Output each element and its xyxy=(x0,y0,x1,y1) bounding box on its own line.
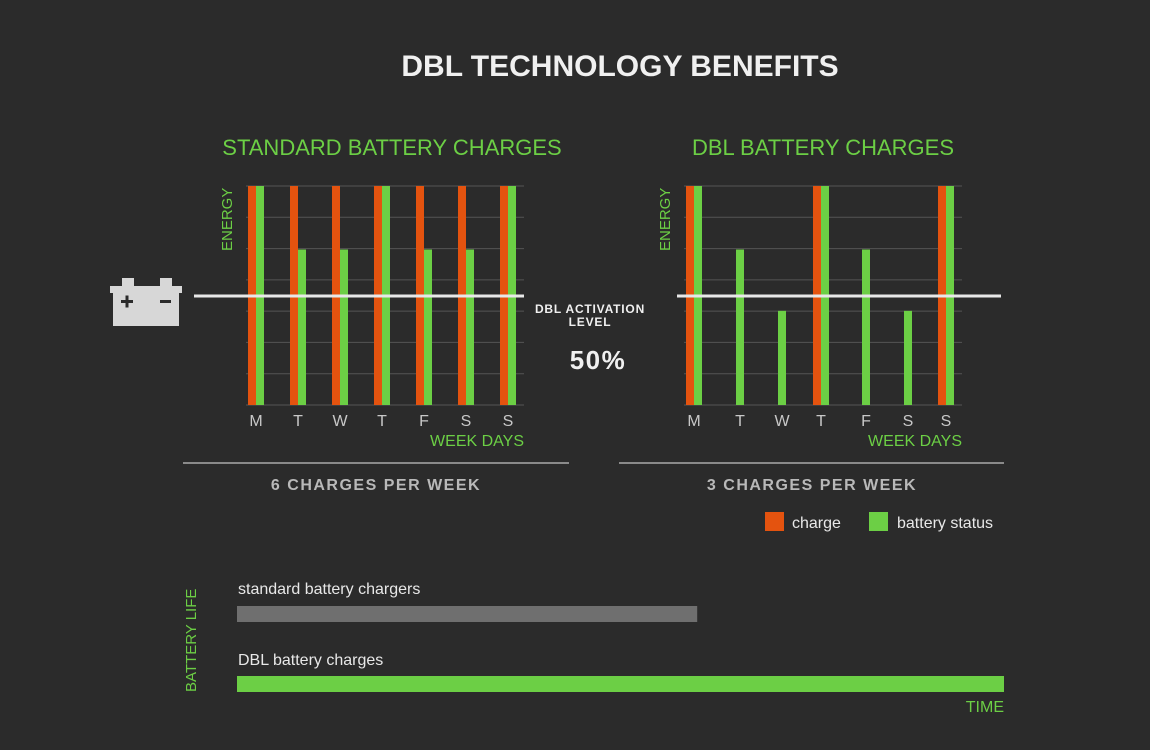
standard-battery-status-bar xyxy=(466,249,474,405)
standard-day-tick-label: F xyxy=(419,413,429,430)
activation-label: DBL ACTIVATION xyxy=(535,302,645,316)
standard-chart-footer: 6 CHARGES PER WEEK xyxy=(271,477,481,494)
dbl-day-tick-label: F xyxy=(861,413,871,430)
dbl-charges-label: DBL battery charges xyxy=(238,652,383,669)
dbl-day-tick-label: S xyxy=(903,413,914,430)
dbl-chart-xlabel: WEEK DAYS xyxy=(868,433,962,450)
dbl-day-tick-label: W xyxy=(774,413,790,430)
dbl-chart-footer: 3 CHARGES PER WEEK xyxy=(707,477,917,494)
page-title: DBL TECHNOLOGY BENEFITS xyxy=(401,50,838,83)
standard-chart-xlabel: WEEK DAYS xyxy=(430,433,524,450)
activation-label-line2: LEVEL xyxy=(569,315,612,329)
dbl-chart-title: DBL BATTERY CHARGES xyxy=(692,135,954,160)
legend: charge battery status xyxy=(765,512,993,532)
standard-battery-status-bar xyxy=(298,249,306,405)
standard-day-tick-label: S xyxy=(503,413,514,430)
dbl-battery-status-bar xyxy=(778,310,786,405)
standard-day-tick-label: S xyxy=(461,413,472,430)
standard-battery-status-bar xyxy=(424,249,432,405)
standard-day-tick-label: T xyxy=(377,413,387,430)
activation-value: 50% xyxy=(570,345,627,375)
battery-icon xyxy=(110,278,182,326)
standard-chargers-life-bar xyxy=(237,606,698,622)
standard-day-tick-label: M xyxy=(249,413,262,430)
standard-day-tick-label: T xyxy=(293,413,303,430)
time-axis-label: TIME xyxy=(966,699,1004,716)
dbl-charges-life-bar xyxy=(237,676,1004,692)
dbl-battery-status-bar xyxy=(862,249,870,405)
standard-chart-ylabel: ENERGY xyxy=(219,188,236,251)
standard-battery-status-bar xyxy=(340,249,348,405)
dbl-battery-status-bar xyxy=(904,310,912,405)
dbl-day-tick-label: T xyxy=(735,413,745,430)
dbl-charges-chart: DBL BATTERY CHARGES ENERGY M T W T F S S WEEK … xyxy=(619,135,1004,494)
legend-charge-label: charge xyxy=(792,515,841,532)
battery-life-ylabel: BATTERY LIFE xyxy=(183,589,200,692)
standard-chart-title: STANDARD BATTERY CHARGES xyxy=(222,135,561,160)
standard-chargers-label: standard battery chargers xyxy=(238,581,420,598)
legend-battery-status-label: battery status xyxy=(897,515,993,532)
legend-battery-status-swatch xyxy=(869,512,888,531)
dbl-battery-status-bar xyxy=(736,249,744,405)
battery-life-chart: BATTERY LIFE standard battery chargers D… xyxy=(183,581,1004,716)
dbl-chart-ylabel: ENERGY xyxy=(657,188,674,251)
standard-day-tick-label: W xyxy=(332,413,348,430)
dbl-day-tick-label: S xyxy=(941,413,952,430)
legend-charge-swatch xyxy=(765,512,784,531)
dbl-day-tick-label: T xyxy=(816,413,826,430)
dbl-day-tick-label: M xyxy=(687,413,700,430)
